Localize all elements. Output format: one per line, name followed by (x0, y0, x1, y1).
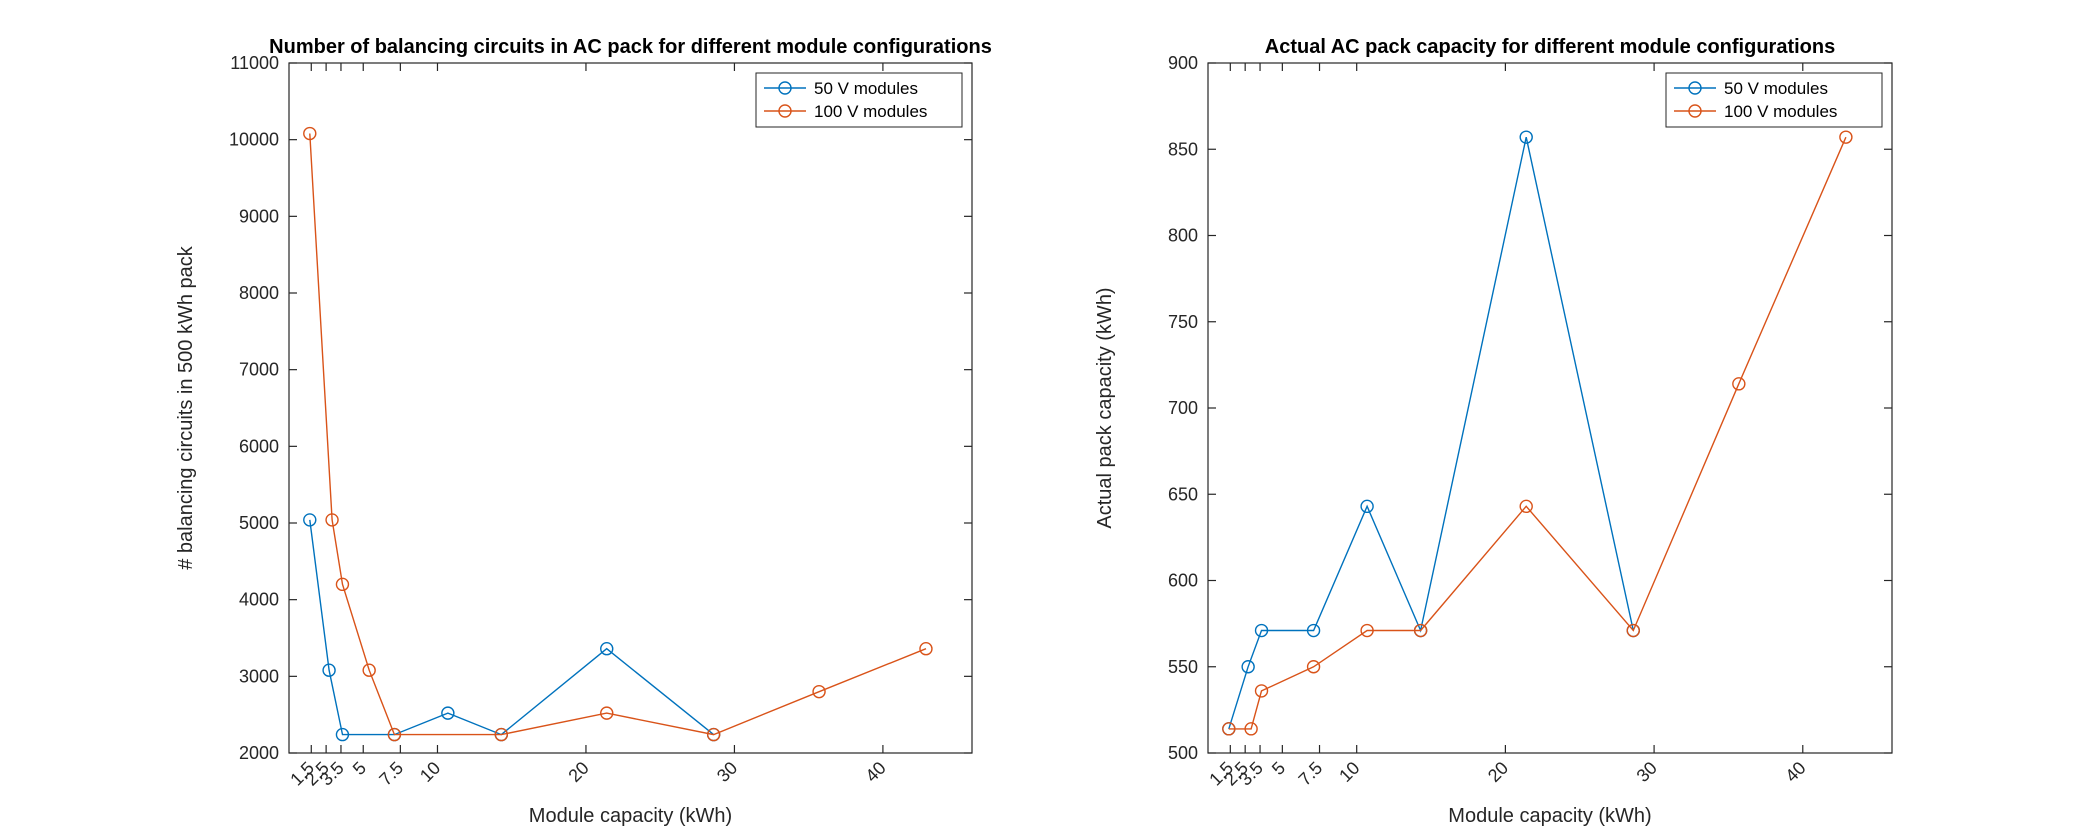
chart-balancing-circuits: Number of balancing circuits in AC pack … (175, 36, 992, 827)
x-tick-label: 20 (564, 758, 592, 786)
y-tick-label: 10000 (229, 130, 279, 150)
legend-entry: 100 V modules (1724, 102, 1837, 121)
x-tick-label: 5 (349, 758, 370, 779)
data-point (494, 727, 509, 742)
data-point (1839, 130, 1853, 144)
y-tick-label: 850 (1168, 139, 1198, 159)
x-tick-label: 10 (416, 758, 444, 786)
legend-entry: 100 V modules (814, 102, 927, 121)
y-tick-label: 550 (1168, 657, 1198, 677)
y-tick-label: 6000 (239, 436, 279, 456)
chart-pack-capacity: Actual AC pack capacity for different mo… (1094, 36, 1893, 827)
legend-entry: 50 V modules (1724, 79, 1828, 98)
data-point (322, 663, 336, 677)
data-point (706, 727, 721, 742)
y-tick-label: 3000 (239, 666, 279, 686)
legend: 50 V modules 100 V modules (755, 72, 963, 128)
y-tick-label: 500 (1168, 743, 1198, 763)
data-point (1241, 660, 1255, 674)
x-tick-label: 40 (1781, 758, 1809, 786)
x-tick-label: 5 (1268, 758, 1289, 779)
data-point (325, 513, 339, 527)
x-axis-label: Module capacity (kWh) (1448, 805, 1651, 827)
data-point (600, 642, 614, 656)
data-point (812, 684, 826, 699)
series-line-100v (1228, 136, 1847, 730)
axes-box (288, 62, 973, 754)
data-point (600, 706, 614, 720)
data-point (1244, 722, 1258, 736)
legend-box (755, 72, 963, 128)
y-tick-label: 11000 (230, 53, 279, 73)
legend-marker (1688, 104, 1702, 118)
data-point (441, 706, 455, 720)
y-axis-label: # balancing circuits in 500 kWh pack (175, 245, 197, 569)
y-tick-label: 650 (1168, 484, 1198, 504)
data-point (1626, 623, 1640, 638)
data-point (1222, 722, 1236, 736)
x-tick-label: 7.5 (1295, 758, 1327, 790)
data-point (1519, 499, 1533, 514)
data-point (387, 727, 402, 742)
data-point (919, 642, 933, 656)
legend-marker (778, 104, 792, 118)
data-point (1306, 660, 1321, 674)
data-point (362, 663, 376, 677)
data-point (1360, 623, 1374, 638)
legend-marker (778, 81, 792, 95)
legend-entry: 50 V modules (814, 79, 918, 98)
y-tick-label: 7000 (239, 360, 279, 380)
y-tick-label: 2000 (239, 743, 279, 763)
data-point (303, 513, 317, 527)
data-point (1732, 377, 1746, 391)
data-point (1413, 623, 1428, 638)
y-tick-label: 750 (1168, 312, 1198, 332)
x-tick-label: 30 (1633, 758, 1661, 786)
data-point (303, 126, 317, 141)
series-line-50v (309, 519, 715, 736)
y-tick-label: 800 (1168, 226, 1198, 246)
y-tick-label: 600 (1168, 571, 1198, 591)
series-line-100v (309, 133, 927, 736)
x-axis-label: Module capacity (kWh) (529, 805, 732, 827)
legend-box (1665, 72, 1883, 128)
x-tick-label: 40 (861, 758, 889, 786)
chart-title: Actual AC pack capacity for different mo… (1265, 36, 1835, 58)
data-point (1519, 130, 1533, 144)
x-tick-label: 30 (713, 758, 741, 786)
y-tick-label: 700 (1168, 398, 1198, 418)
y-axis-label: Actual pack capacity (kWh) (1094, 287, 1116, 528)
y-tick-label: 5000 (239, 513, 279, 533)
x-tick-label: 20 (1484, 758, 1512, 786)
data-point (1254, 684, 1269, 698)
data-point (335, 577, 350, 592)
y-tick-label: 9000 (239, 206, 279, 226)
data-point (1306, 623, 1321, 638)
legend: 50 V modules 100 V modules (1665, 72, 1883, 128)
chart-title: Number of balancing circuits in AC pack … (269, 36, 992, 58)
y-tick-label: 4000 (239, 590, 279, 610)
data-point (335, 727, 350, 742)
y-tick-label: 8000 (239, 283, 279, 303)
data-point (1360, 499, 1374, 514)
axes-box (1207, 62, 1893, 754)
y-tick-label: 900 (1168, 53, 1198, 73)
x-tick-label: 7.5 (375, 758, 407, 790)
legend-marker (1688, 81, 1702, 95)
data-point (1254, 623, 1269, 638)
x-tick-label: 10 (1335, 758, 1363, 786)
